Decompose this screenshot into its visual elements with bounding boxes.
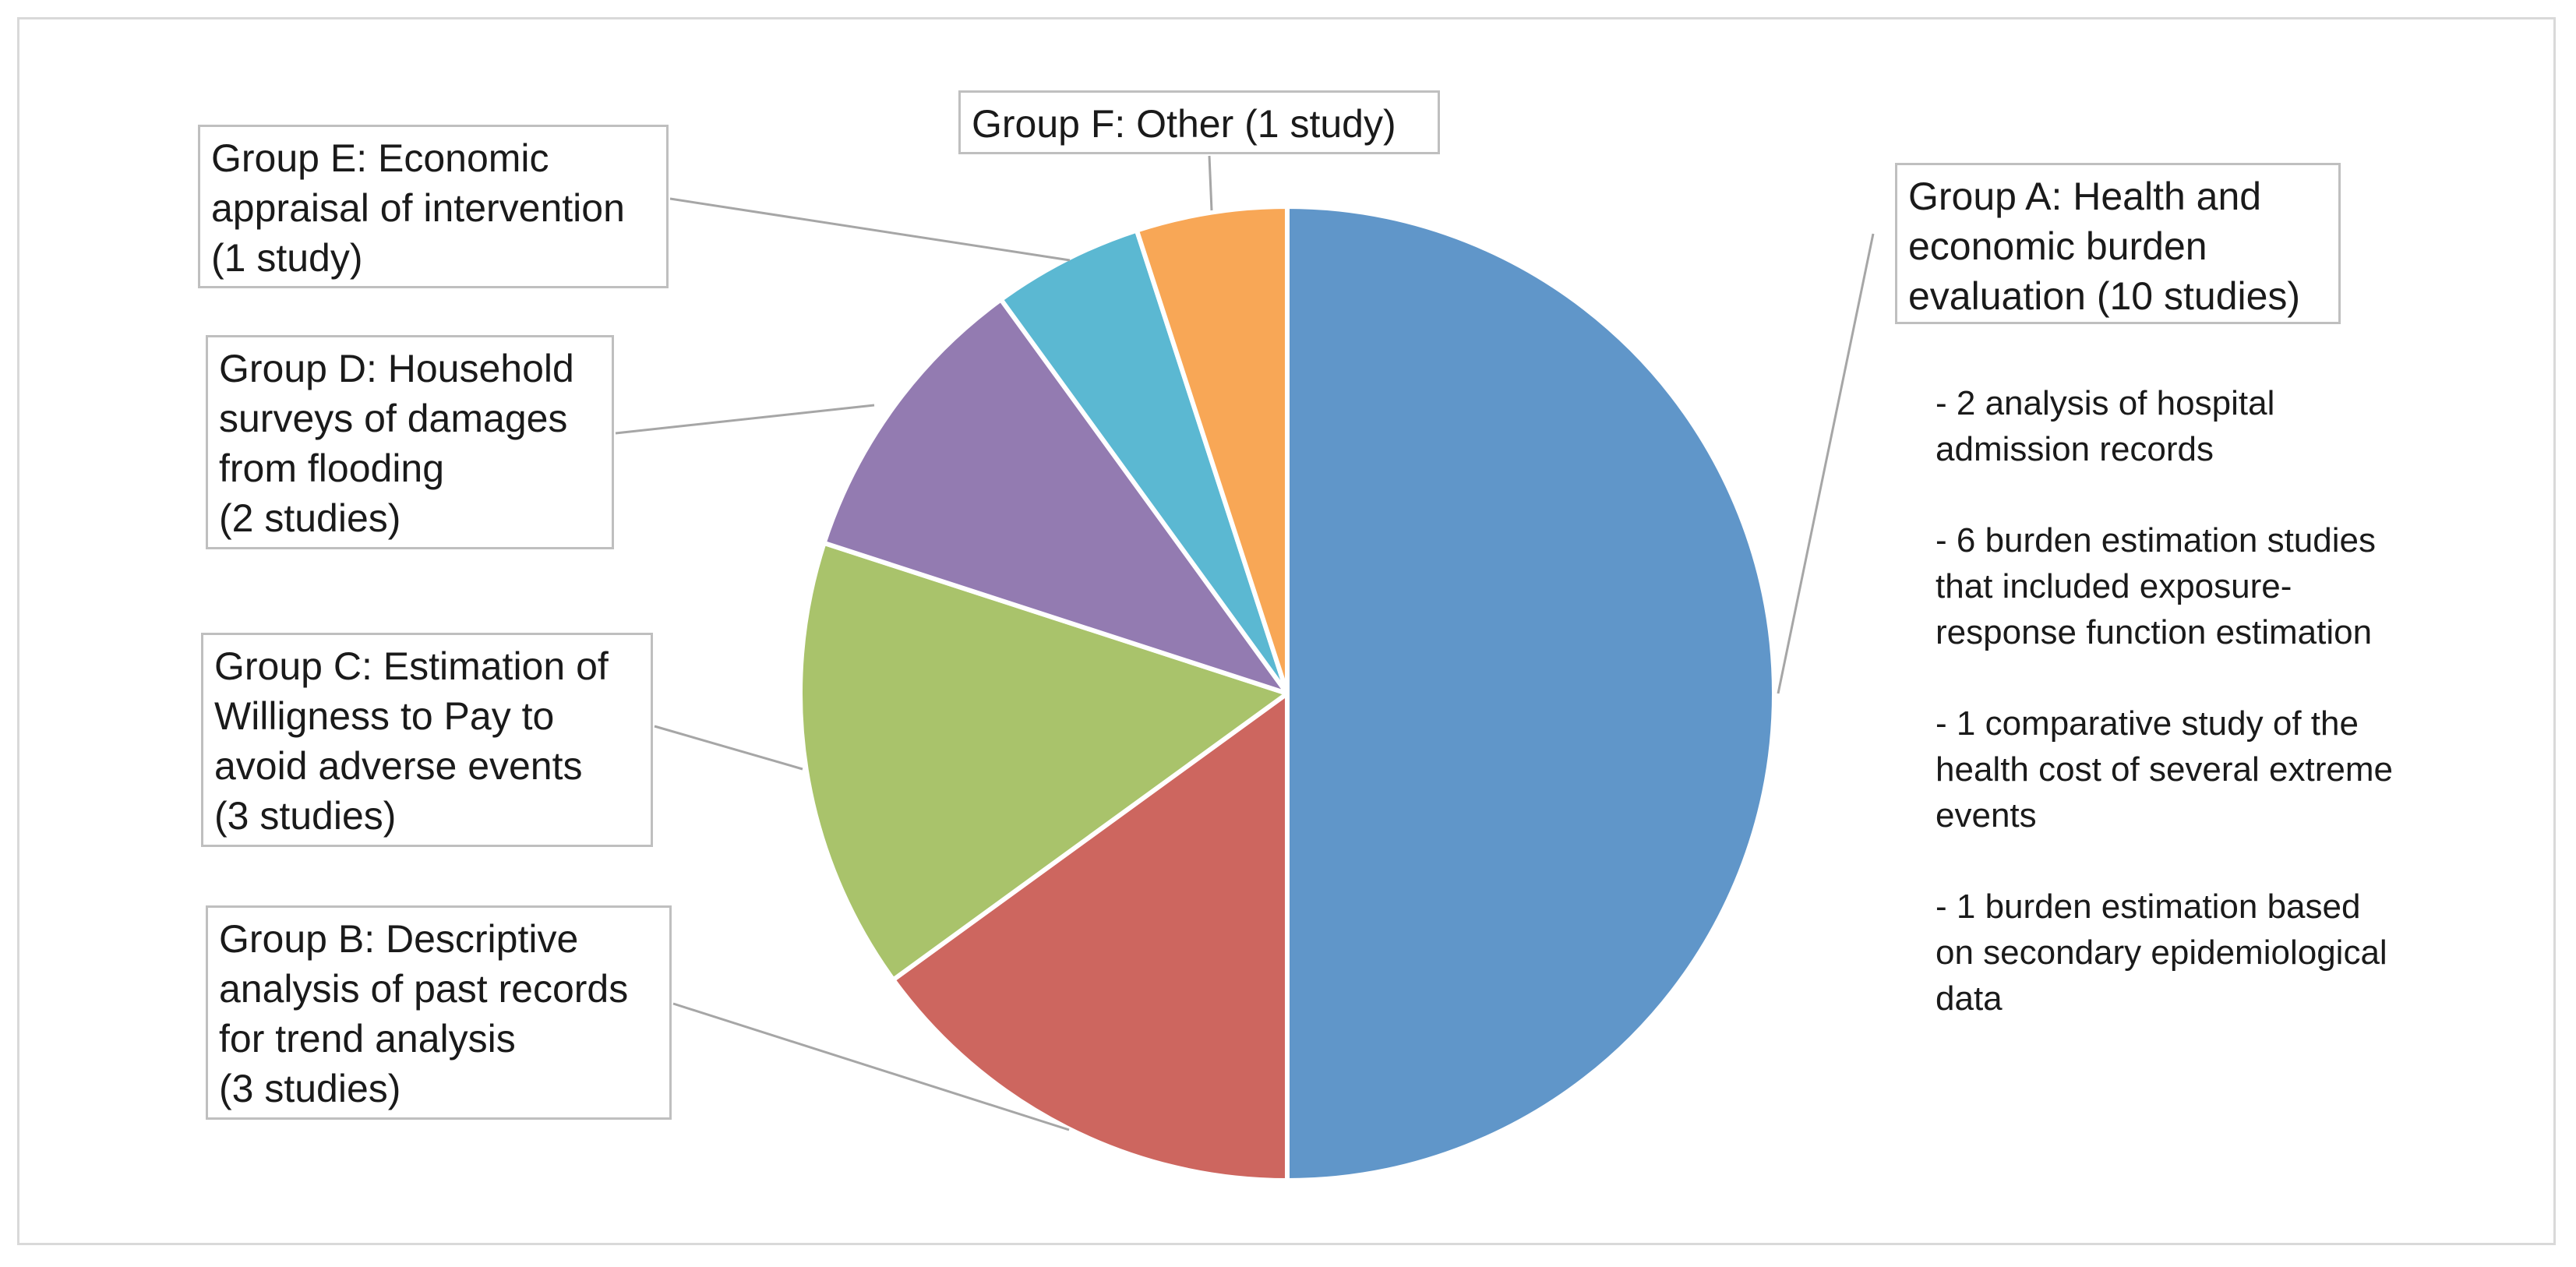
leader-line-group-b	[672, 1002, 1070, 1131]
pie-slice-group-c	[798, 540, 1290, 983]
leader-lines	[615, 155, 1875, 1131]
label-group-b: Group B: Descriptive analysis of past re…	[206, 905, 672, 1120]
detail-item: - 1 burden estimation based on secondary…	[1936, 888, 2387, 1018]
detail-item: - 2 analysis of hospital admission recor…	[1936, 384, 2275, 468]
label-group-c: Group C: Estimation of Willigness to Pay…	[201, 633, 653, 847]
leader-line-group-f	[1208, 155, 1213, 211]
label-group-a: Group A: Health and economic burden eval…	[1895, 163, 2341, 324]
leader-line-group-d	[615, 404, 875, 435]
group-a-details: - 2 analysis of hospital admission recor…	[1936, 380, 2528, 1067]
pie-slice-group-f	[1134, 204, 1290, 696]
chart-frame	[17, 17, 2556, 1245]
pie-slice-group-b	[891, 691, 1290, 1183]
leader-line-group-c	[654, 725, 803, 771]
pie-slice-group-a	[1285, 204, 1777, 1183]
label-group-e: Group E: Economic appraisal of intervent…	[198, 125, 669, 288]
detail-item: - 6 burden estimation studies that inclu…	[1936, 521, 2376, 651]
label-group-f: Group F: Other (1 study)	[958, 90, 1440, 154]
leader-line-group-a	[1777, 233, 1875, 694]
detail-item: - 1 comparative study of the health cost…	[1936, 704, 2393, 835]
label-group-d: Group D: Household surveys of damages fr…	[206, 335, 614, 549]
leader-line-group-e	[669, 197, 1071, 262]
pie-slice-group-d	[821, 297, 1290, 696]
pie-slices	[798, 204, 1777, 1183]
